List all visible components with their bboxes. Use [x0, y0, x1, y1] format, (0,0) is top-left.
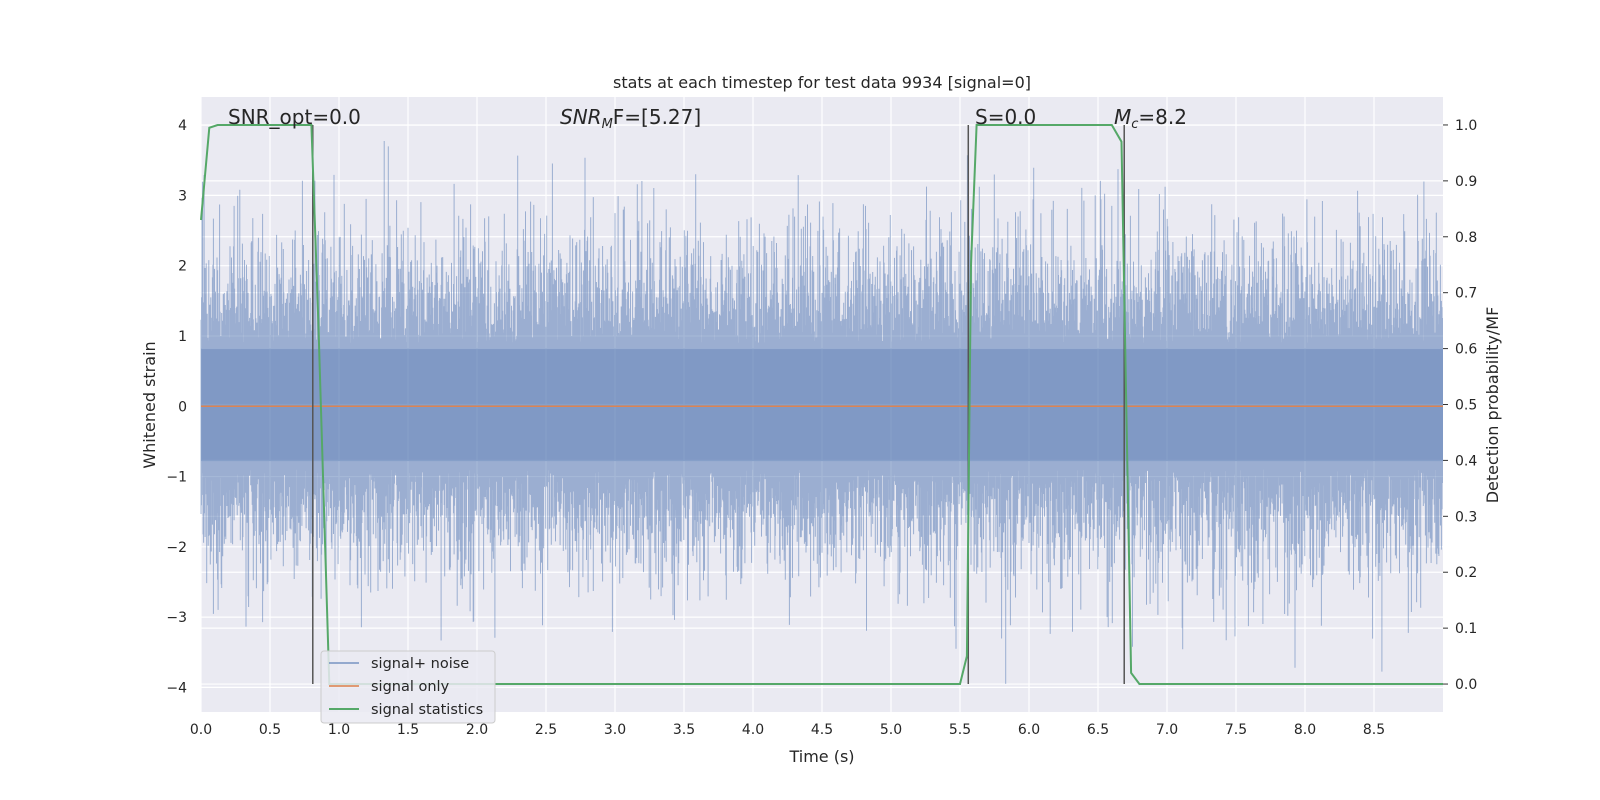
y-right-tick-label: 0.4: [1455, 453, 1477, 469]
x-tick-label: 5.0: [880, 722, 902, 738]
x-tick-label: 2.5: [535, 722, 557, 738]
y-right-axis-label: Detection probability/MF: [1483, 307, 1502, 504]
x-tick-label: 3.5: [673, 722, 695, 738]
y-tick-label: 3: [178, 188, 187, 204]
y-right-tick-label: 1.0: [1455, 118, 1477, 134]
x-tick-label: 3.0: [604, 722, 626, 738]
x-axis-label: Time (s): [788, 747, 854, 766]
legend-label-signal-statistics: signal statistics: [371, 702, 483, 718]
x-tick-label: 1.5: [397, 722, 419, 738]
legend-box: [320, 650, 496, 724]
x-tick-label: 7.5: [1225, 722, 1247, 738]
y-right-tick-label: 0.7: [1455, 286, 1477, 302]
legend-label-signal-noise: signal+ noise: [371, 656, 469, 672]
y-axis-label: Whitened strain: [140, 341, 159, 468]
legend-label-signal-only: signal only: [371, 679, 450, 695]
x-tick-label: 8.5: [1363, 722, 1385, 738]
chart-title: stats at each timestep for test data 993…: [613, 73, 1031, 92]
series-signal-noise: [200, 141, 1443, 684]
x-tick-label: 4.0: [742, 722, 764, 738]
y-tick-label: 2: [178, 259, 187, 275]
x-tick-label: 8.0: [1294, 722, 1316, 738]
x-tick-label: 4.5: [811, 722, 833, 738]
y-tick-label: −4: [166, 680, 187, 696]
x-tick-label: 1.0: [328, 722, 350, 738]
y-right-tick-label: 0.8: [1455, 230, 1477, 246]
annotation-snr-mf: SNRMF=[5.27]: [560, 105, 701, 132]
signal-statistics-line: [200, 124, 1443, 685]
annotation-mc: Mc=8.2: [1114, 105, 1187, 132]
y-right-tick-label: 0.0: [1455, 677, 1477, 693]
tick-labels: 0.0 0.5 1.0 1.5 2.0 2.5 3.0 3.5 4.0 4.5 5.0 5.5 6.0 6…: [166, 118, 1477, 738]
series-signal-statistics: [200, 124, 1443, 685]
signal-noise-core: [201, 348, 1443, 462]
y-tick-label: −3: [166, 610, 187, 626]
x-tick-label: 2.0: [466, 722, 488, 738]
x-tick-label: 0.5: [259, 722, 281, 738]
x-tick-label: 0.0: [190, 722, 212, 738]
y-right-tick-label: 0.5: [1455, 398, 1477, 414]
x-tick-label: 5.5: [949, 722, 971, 738]
x-tick-label: 7.0: [1156, 722, 1178, 738]
annotation-s: S=0.0: [975, 105, 1036, 129]
y-tick-label: 4: [178, 118, 187, 134]
y-tick-label: 1: [178, 329, 187, 345]
y-right-tick-label: 0.2: [1455, 565, 1477, 581]
annotation-snr-opt: SNR_opt=0.0: [228, 105, 361, 129]
y-right-tick-label: 0.6: [1455, 342, 1477, 358]
y-tick-label: −2: [166, 540, 187, 556]
legend: signal+ noise signal only signal statist…: [320, 650, 496, 724]
y-right-tick-label: 0.9: [1455, 174, 1477, 190]
y-right-tick-label: 0.3: [1455, 509, 1477, 525]
y-right-tick-label: 0.1: [1455, 621, 1477, 637]
x-tick-label: 6.5: [1087, 722, 1109, 738]
y-tick-label: −1: [166, 470, 187, 486]
y-tick-label: 0: [178, 399, 187, 415]
x-tick-label: 6.0: [1018, 722, 1040, 738]
